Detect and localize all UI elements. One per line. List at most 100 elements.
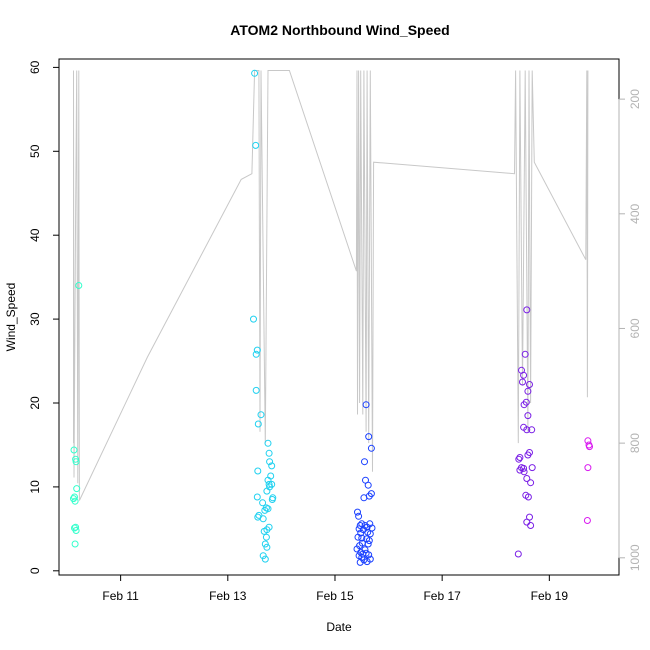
data-point [257, 411, 265, 419]
data-point [514, 550, 522, 558]
data-point [524, 387, 532, 395]
data-point [365, 433, 373, 441]
right-y-tick-label: 400 [628, 203, 642, 223]
data-point [524, 451, 532, 459]
data-point [526, 381, 533, 388]
data-point [72, 458, 80, 466]
plot-frame [58, 58, 620, 576]
scatter-points-layer [70, 69, 593, 566]
x-tick-label: Feb 11 [102, 589, 139, 603]
data-point [263, 487, 271, 495]
right-y-tick-label: 600 [628, 318, 642, 338]
data-point [360, 494, 368, 502]
data-point [254, 467, 262, 475]
data-point [586, 443, 593, 451]
data-point [523, 426, 531, 434]
y-tick-label: 50 [28, 144, 42, 158]
data-point [523, 475, 531, 482]
right-y-tick-label: 200 [628, 89, 642, 109]
right-y-tick-label: 800 [628, 433, 642, 453]
data-point [251, 69, 259, 77]
data-point [524, 412, 532, 420]
pressure-trace-line [73, 70, 589, 501]
data-point [520, 464, 528, 472]
data-point [584, 464, 592, 472]
data-point [252, 141, 260, 149]
data-point [528, 426, 536, 434]
data-point [520, 371, 528, 379]
data-point [583, 517, 591, 524]
data-point [253, 493, 261, 501]
y-axis-title: Wind_Speed [4, 283, 18, 352]
data-point [259, 552, 267, 560]
data-point [528, 464, 536, 472]
data-point [366, 530, 374, 538]
data-point [261, 540, 269, 548]
data-point [72, 523, 80, 531]
data-point [366, 555, 374, 563]
data-point [72, 455, 80, 463]
data-point [516, 454, 524, 461]
data-point [71, 540, 79, 548]
chart-title: ATOM2 Northbound Wind_Speed [230, 22, 449, 38]
data-point [259, 515, 267, 523]
data-point [355, 512, 363, 520]
y-tick-label: 60 [28, 60, 42, 74]
data-point [364, 540, 372, 548]
data-point [356, 558, 364, 566]
data-point [255, 511, 263, 519]
data-point [515, 455, 523, 463]
data-point [516, 466, 524, 474]
data-point [266, 458, 274, 466]
data-point [523, 306, 531, 314]
data-point [71, 497, 79, 505]
data-point [75, 282, 83, 289]
data-point [260, 527, 268, 535]
data-point [520, 468, 528, 476]
data-point [355, 525, 363, 533]
data-point [262, 533, 270, 541]
y-tick-label: 40 [28, 228, 42, 242]
data-point [254, 420, 262, 428]
data-point [265, 449, 273, 457]
data-point [265, 480, 273, 488]
y-tick-label: 10 [28, 480, 42, 494]
x-axis-title: Date [326, 620, 352, 634]
data-point [71, 493, 78, 501]
x-tick-label: Feb 13 [209, 589, 247, 603]
data-point [264, 439, 272, 447]
data-point [367, 444, 375, 452]
data-point [524, 493, 532, 501]
data-point [253, 346, 261, 354]
data-point [264, 476, 272, 484]
data-point [364, 481, 372, 489]
data-point [365, 537, 373, 545]
data-point [354, 533, 362, 541]
data-point [252, 386, 260, 394]
y-tick-label: 0 [28, 567, 42, 574]
data-point [268, 496, 276, 503]
y-tick-label: 30 [28, 312, 42, 326]
data-point [261, 555, 269, 563]
data-point [361, 458, 368, 466]
data-point [521, 350, 529, 358]
data-point [362, 401, 370, 409]
data-point [358, 534, 366, 542]
x-axis: Feb 11 Feb 13 Feb 15 Feb 17 Feb 19 [102, 574, 569, 603]
data-point [527, 479, 535, 487]
data-point [361, 522, 369, 529]
data-point [584, 437, 592, 445]
right-y-tick-label: 1000 [628, 544, 642, 571]
right-y-axis: 200 400 600 800 1000 [618, 89, 642, 571]
data-point [527, 522, 535, 529]
x-tick-label: Feb 19 [531, 589, 569, 603]
data-point [365, 551, 373, 559]
y-tick-label: 20 [28, 396, 42, 410]
data-point [72, 527, 80, 534]
data-point [250, 315, 257, 323]
data-point [519, 378, 526, 386]
data-point [354, 508, 361, 516]
pressure-trace-layer [73, 70, 589, 501]
